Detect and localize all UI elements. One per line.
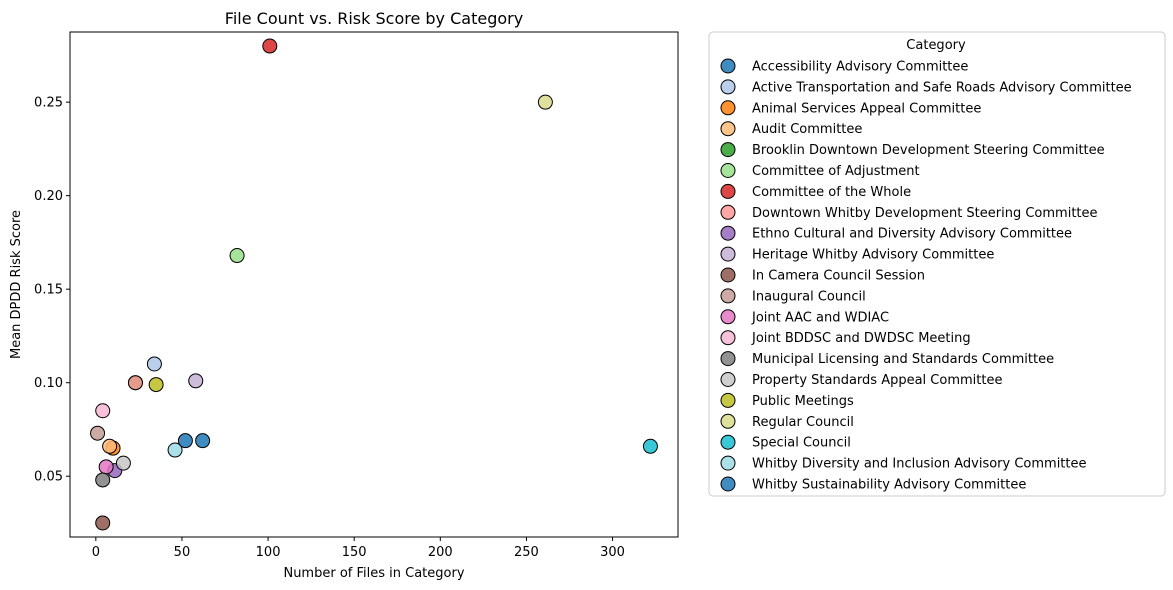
data-point [148,377,164,393]
data-point [98,459,114,475]
legend-label: Active Transportation and Safe Roads Adv… [752,80,1132,95]
legend-marker [720,309,736,325]
legend-label: Inaugural Council [752,289,866,304]
legend-label: Joint BDDSC and DWDSC Meeting [751,331,971,346]
legend-label: Regular Council [752,415,854,430]
legend-marker [720,267,736,283]
x-tick-label: 100 [256,545,281,560]
x-tick-label: 200 [428,545,453,560]
y-tick-label: 0.25 [34,96,63,111]
legend-marker [720,100,736,116]
y-tick-label: 0.10 [34,376,63,391]
data-point [95,515,111,531]
legend-marker [720,79,736,95]
data-point [642,438,658,454]
y-axis-ticks: 0.05 0.10 0.15 0.20 0.25 [34,96,70,485]
legend-marker [720,58,736,74]
legend-marker [720,288,736,304]
x-axis-ticks: 0 50 100 150 200 250 300 [92,537,625,560]
data-point [537,94,553,110]
legend-marker [720,142,736,158]
data-point [95,472,111,488]
x-tick-label: 300 [600,545,625,560]
legend-title: Category [906,38,966,53]
x-axis-label: Number of Files in Category [283,566,464,581]
plot-area [69,31,679,538]
legend-marker [720,163,736,178]
legend-box [708,31,1166,497]
legend-label: Ethno Cultural and Diversity Advisory Co… [752,227,1072,242]
data-point [95,403,111,419]
legend-label: In Camera Council Session [752,269,925,284]
legend-marker [720,183,736,199]
legend-label: Property Standards Appeal Committee [752,373,1002,388]
data-points [90,38,658,531]
chart-title: File Count vs. Risk Score by Category [225,9,523,28]
x-tick-label: 150 [342,545,367,560]
legend-marker [720,476,736,492]
legend-label: Special Council [752,436,851,451]
legend-label: Whitby Diversity and Inclusion Advisory … [752,457,1087,472]
legend-marker [720,246,736,262]
data-point [90,425,106,441]
legend-marker [720,434,736,450]
data-point [127,375,143,391]
legend: Category Accessibility Advisory Committe… [708,31,1166,497]
x-tick-label: 0 [92,545,100,560]
legend-label: Accessibility Advisory Committee [752,60,968,75]
legend-marker [720,121,736,137]
legend-label: Committee of the Whole [752,185,911,200]
x-tick-label: 50 [174,545,191,560]
legend-label: Joint AAC and WDIAC [751,310,889,325]
legend-marker [720,225,736,241]
data-point [262,38,278,54]
data-point [229,248,245,264]
legend-marker [720,372,736,387]
legend-marker [720,330,736,346]
legend-marker [720,413,736,429]
legend-label: Downtown Whitby Development Steering Com… [752,206,1098,221]
legend-label: Heritage Whitby Advisory Committee [752,248,994,263]
y-axis-label: Mean DPDD Risk Score [9,210,24,359]
legend-marker [720,351,736,367]
data-point [102,438,118,454]
legend-label: Brooklin Downtown Development Steering C… [752,143,1105,158]
legend-label: Committee of Adjustment [752,164,920,179]
data-point [195,433,211,449]
legend-marker [720,455,736,471]
legend-label: Whitby Sustainability Advisory Committee [752,478,1026,493]
legend-label: Municipal Licensing and Standards Commit… [752,352,1054,367]
y-tick-label: 0.20 [34,189,63,204]
legend-items: Accessibility Advisory Committee Active T… [720,58,1132,493]
legend-marker [720,392,736,408]
legend-label: Animal Services Appeal Committee [752,101,981,116]
data-point [115,455,131,471]
y-tick-label: 0.15 [34,283,63,298]
legend-marker [720,204,736,220]
legend-label: Audit Committee [752,122,862,137]
data-point [188,373,204,389]
y-tick-label: 0.05 [34,470,63,485]
data-point [177,433,193,449]
x-tick-label: 250 [514,545,539,560]
data-point [146,356,162,372]
legend-label: Public Meetings [752,394,854,409]
data-point [167,442,183,458]
